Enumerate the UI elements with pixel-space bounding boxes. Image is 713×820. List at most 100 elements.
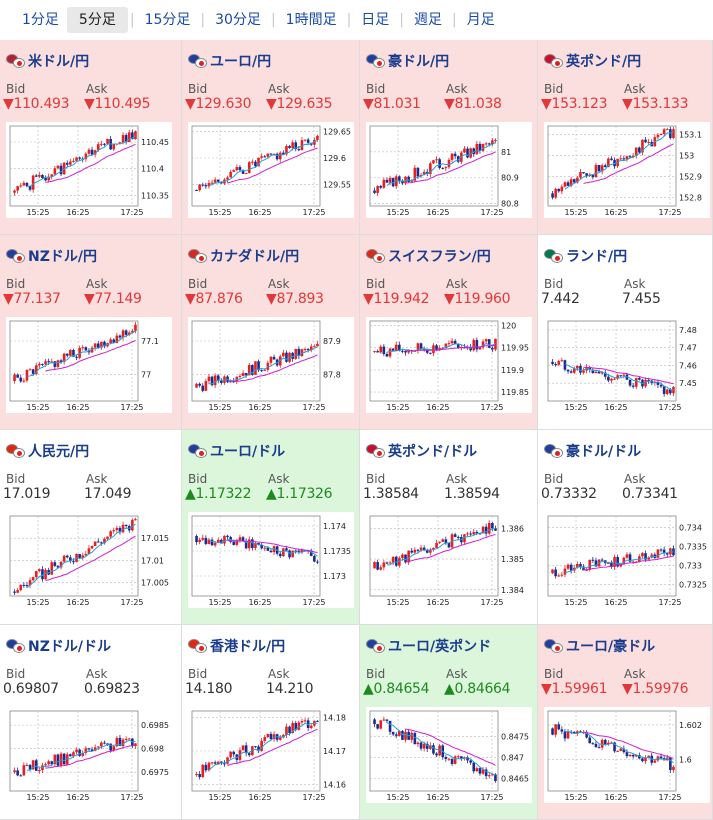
tab-timeframe[interactable]: 月足 <box>466 12 495 28</box>
rate-panel[interactable]: 英ポンド/ドル Bid Ask 1.38584 1.38594 15:25 16:… <box>360 430 538 625</box>
candle-body <box>278 737 282 740</box>
price-chart[interactable]: 15:25 16:25 17:25 81 80.9 80.8 <box>366 122 532 218</box>
pair-name[interactable]: カナダドル/円 <box>210 249 300 265</box>
candle-body <box>223 763 226 765</box>
rate-panel[interactable]: スイスフラン/円 Bid Ask ▼119.942 ▼119.960 15:25… <box>360 235 538 430</box>
candle-body <box>600 559 604 561</box>
ask-label: Ask <box>446 667 468 681</box>
candle-body <box>103 143 106 145</box>
tab-timeframe[interactable]: 週足 <box>414 12 443 28</box>
price-chart[interactable]: 15:25 16:25 17:25 153.1 153 152.9 152.8 <box>544 122 710 218</box>
price-chart[interactable]: 15:25 16:25 17:25 1.386 1.385 1.384 <box>366 512 532 608</box>
pair-title[interactable]: ユーロ/英ポンド <box>366 637 491 655</box>
rate-panel[interactable]: ユーロ/円 Bid Ask ▼129.630 ▼129.635 15:25 16:… <box>182 40 360 235</box>
ask-value: ▼1.59976 <box>622 681 689 697</box>
price-chart[interactable]: 15:25 16:25 17:25 7.48 7.47 7.46 7.45 <box>544 317 710 413</box>
candle-body <box>96 541 100 543</box>
tab-timeframe[interactable]: 15分足 <box>144 12 191 28</box>
candlestick-chart: 15:25 16:25 17:25 77.1 77 <box>9 320 159 412</box>
pair-name[interactable]: 豪ドル/ドル <box>566 444 642 460</box>
y-tick-label: 7.48 <box>679 326 697 335</box>
candle-body <box>316 561 319 563</box>
candle-body <box>44 178 47 181</box>
pair-name[interactable]: 香港ドル/円 <box>210 639 286 655</box>
pair-name[interactable]: 英ポンド/円 <box>566 54 642 70</box>
tab-timeframe[interactable]: 30分足 <box>215 12 261 28</box>
candle-body <box>491 140 494 145</box>
pair-name[interactable]: ユーロ/円 <box>210 54 272 70</box>
pair-title[interactable]: 香港ドル/円 <box>188 637 285 655</box>
price-chart[interactable]: 15:25 16:25 17:25 129.65 129.6 129.55 <box>188 122 354 218</box>
price-chart[interactable]: 15:25 16:25 17:25 1.174 1.1735 1.173 <box>188 512 354 608</box>
pair-name[interactable]: NZドル/円 <box>28 249 97 265</box>
rate-panel[interactable]: ランド/円 Bid Ask 7.442 7.455 15:25 16:25 17:2… <box>538 235 713 430</box>
tab-timeframe[interactable]: 5分足 <box>66 7 128 33</box>
candle-body <box>90 749 94 751</box>
price-chart[interactable]: 15:25 16:25 17:25 0.8475 0.847 0.8465 <box>366 707 532 803</box>
pair-name[interactable]: 米ドル/円 <box>28 54 90 70</box>
rate-panel[interactable]: 豪ドル/ドル Bid Ask 0.73332 0.73341 15:25 16:2… <box>538 430 713 625</box>
pair-title[interactable]: ユーロ/円 <box>188 52 271 70</box>
rate-panel[interactable]: ユーロ/ドル Bid Ask ▲1.17322 ▲1.17326 15:25 16… <box>182 430 360 625</box>
pair-title[interactable]: 英ポンド/円 <box>544 52 641 70</box>
price-chart[interactable]: 15:25 16:25 17:25 17.015 17.01 17.005 <box>6 512 172 608</box>
rate-panel[interactable]: 香港ドル/円 Bid Ask 14.180 14.210 15:25 16:25 1… <box>182 625 360 820</box>
price-chart[interactable]: 15:25 16:25 17:25 0.6985 0.698 0.6975 <box>6 707 172 803</box>
price-chart[interactable]: 15:25 16:25 17:25 77.1 77 <box>6 317 172 413</box>
rate-panel[interactable]: 豪ドル/円 Bid Ask ▼81.031 ▼81.038 15:25 16:25… <box>360 40 538 235</box>
pair-name[interactable]: ランド/円 <box>566 249 628 265</box>
price-chart[interactable]: 15:25 16:25 17:25 0.734 0.7335 0.733 0.7325 <box>544 512 710 608</box>
rate-panel[interactable]: カナダドル/円 Bid Ask ▼87.876 ▼87.893 15:25 16:… <box>182 235 360 430</box>
rate-panel[interactable]: 人民元/円 Bid Ask 17.019 17.049 15:25 16:25 17… <box>0 430 182 625</box>
candle-body <box>257 157 260 167</box>
pair-title[interactable]: ランド/円 <box>544 247 627 265</box>
candle-body <box>425 550 429 553</box>
pair-title[interactable]: 豪ドル/ドル <box>544 442 641 460</box>
candle-body <box>109 743 112 751</box>
pair-name[interactable]: ユーロ/英ポンド <box>388 639 492 655</box>
candle-body <box>619 375 623 377</box>
pair-name[interactable]: スイスフラン/円 <box>388 249 491 265</box>
candle-body <box>588 367 592 370</box>
rate-panel[interactable]: ユーロ/英ポンド Bid Ask ▲0.84654 ▲0.84664 15:25… <box>360 625 538 820</box>
pair-name[interactable]: 豪ドル/円 <box>388 54 450 70</box>
price-chart[interactable]: 15:25 16:25 17:25 14.18 14.17 14.16 <box>188 707 354 803</box>
pair-name[interactable]: ユーロ/豪ドル <box>566 639 656 655</box>
x-tick-label: 16:25 <box>66 208 89 217</box>
moving-average-long <box>583 731 674 759</box>
price-chart[interactable]: 15:25 16:25 17:25 110.45 110.4 110.35 <box>6 122 172 218</box>
pair-name[interactable]: 人民元/円 <box>28 444 90 460</box>
price-chart[interactable]: 15:25 16:25 17:25 120 119.95 119.9 119.85 <box>366 317 532 413</box>
rate-panel[interactable]: ユーロ/豪ドル Bid Ask ▼1.59961 ▼1.59976 15:25 1… <box>538 625 713 820</box>
y-tick-label: 81 <box>501 148 511 157</box>
tab-timeframe[interactable]: 日足 <box>361 12 390 28</box>
tab-timeframe[interactable]: 1時間足 <box>285 12 337 28</box>
pair-name[interactable]: 英ポンド/ドル <box>388 444 478 460</box>
candlestick-chart: 15:25 16:25 17:25 0.6985 0.698 0.6975 <box>9 710 169 802</box>
pair-title[interactable]: 英ポンド/ドル <box>366 442 477 460</box>
pair-title[interactable]: NZドル/ドル <box>6 637 111 655</box>
candle-body <box>404 176 407 184</box>
pair-title[interactable]: 豪ドル/円 <box>366 52 449 70</box>
rate-panel[interactable]: NZドル/円 Bid Ask ▼77.137 ▼77.149 15:25 16:2… <box>0 235 182 430</box>
pair-title[interactable]: 米ドル/円 <box>6 52 89 70</box>
tab-timeframe[interactable]: 1分足 <box>22 12 59 28</box>
pair-title[interactable]: カナダドル/円 <box>188 247 299 265</box>
pair-title[interactable]: 人民元/円 <box>6 442 89 460</box>
currency-flag-icon <box>188 639 207 653</box>
candle-body <box>313 346 316 348</box>
candlestick-chart: 15:25 16:25 17:25 14.18 14.17 14.16 <box>191 710 346 802</box>
candle-body <box>429 745 432 749</box>
pair-title[interactable]: ユーロ/豪ドル <box>544 637 655 655</box>
rate-panel[interactable]: NZドル/ドル Bid Ask 0.69807 0.69823 15:25 16:… <box>0 625 182 820</box>
rate-panel[interactable]: 英ポンド/円 Bid Ask ▼153.123 ▼153.133 15:25 16… <box>538 40 713 235</box>
pair-title[interactable]: NZドル/円 <box>6 247 97 265</box>
pair-title[interactable]: スイスフラン/円 <box>366 247 491 265</box>
pair-name[interactable]: ユーロ/ドル <box>210 444 286 460</box>
rate-panel[interactable]: 米ドル/円 Bid Ask ▼110.493 ▼110.495 15:25 16:… <box>0 40 182 235</box>
candle-body <box>72 160 75 162</box>
pair-title[interactable]: ユーロ/ドル <box>188 442 285 460</box>
price-chart[interactable]: 15:25 16:25 17:25 1.602 1.6 <box>544 707 710 803</box>
price-chart[interactable]: 15:25 16:25 17:25 87.9 87.8 <box>188 317 354 413</box>
pair-name[interactable]: NZドル/ドル <box>28 639 111 655</box>
